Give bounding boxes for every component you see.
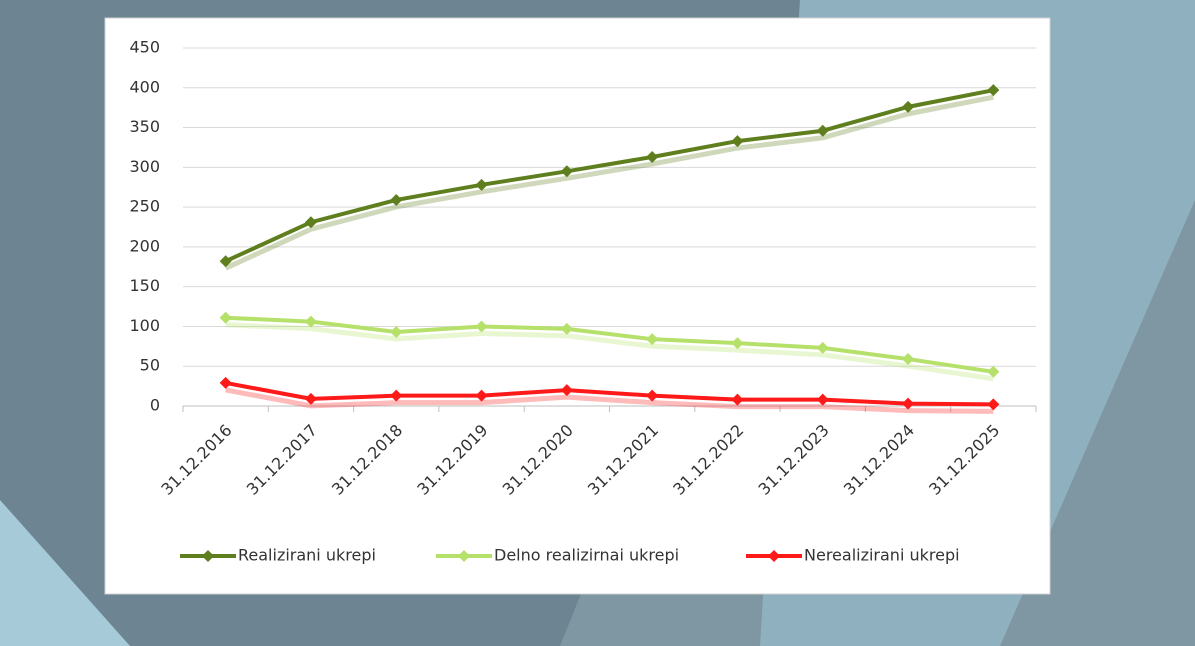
marker bbox=[390, 193, 403, 206]
marker bbox=[475, 178, 488, 191]
series-line bbox=[225, 315, 994, 374]
y-tick-label: 250 bbox=[129, 197, 160, 216]
marker bbox=[902, 353, 915, 366]
y-tick-label: 100 bbox=[129, 316, 160, 335]
bg-shape bbox=[0, 500, 130, 646]
line-shadow bbox=[225, 387, 994, 414]
line-shadow bbox=[225, 322, 994, 382]
marker bbox=[304, 216, 317, 229]
legend-marker bbox=[768, 550, 780, 562]
y-tick-label: 450 bbox=[129, 38, 160, 57]
marker bbox=[646, 389, 659, 402]
marker bbox=[987, 398, 1000, 411]
marker bbox=[560, 384, 573, 397]
series-line bbox=[224, 88, 994, 264]
y-tick-label: 300 bbox=[129, 157, 160, 176]
legend-marker bbox=[458, 550, 470, 562]
marker bbox=[219, 311, 232, 324]
marker bbox=[560, 165, 573, 178]
legend-marker bbox=[202, 550, 214, 562]
marker bbox=[987, 365, 1000, 378]
legend-label: Nerealizirani ukrepi bbox=[804, 546, 960, 565]
marker bbox=[219, 376, 232, 389]
y-tick-label: 0 bbox=[150, 396, 160, 415]
marker bbox=[390, 326, 403, 339]
marker bbox=[731, 135, 744, 148]
marker bbox=[219, 255, 232, 268]
marker bbox=[475, 389, 488, 402]
legend-label: Delno realizirnai ukrepi bbox=[494, 546, 679, 565]
marker bbox=[304, 392, 317, 405]
marker bbox=[902, 100, 915, 113]
marker bbox=[902, 397, 915, 410]
chart-panel bbox=[104, 17, 1051, 595]
marker bbox=[816, 341, 829, 354]
marker bbox=[731, 393, 744, 406]
marker bbox=[731, 337, 744, 350]
y-tick-label: 150 bbox=[129, 276, 160, 295]
marker bbox=[816, 393, 829, 406]
y-tick-label: 200 bbox=[129, 236, 160, 255]
marker bbox=[560, 322, 573, 335]
marker bbox=[475, 320, 488, 333]
series-line bbox=[225, 380, 994, 407]
line-shadow bbox=[224, 94, 994, 271]
marker bbox=[646, 333, 659, 346]
marker bbox=[987, 84, 1000, 97]
marker bbox=[816, 124, 829, 137]
marker bbox=[646, 150, 659, 163]
y-tick-label: 400 bbox=[129, 77, 160, 96]
legend-label: Realizirani ukrepi bbox=[238, 546, 376, 565]
marker bbox=[390, 389, 403, 402]
y-tick-label: 50 bbox=[140, 356, 160, 375]
y-tick-label: 350 bbox=[129, 117, 160, 136]
marker bbox=[304, 315, 317, 328]
